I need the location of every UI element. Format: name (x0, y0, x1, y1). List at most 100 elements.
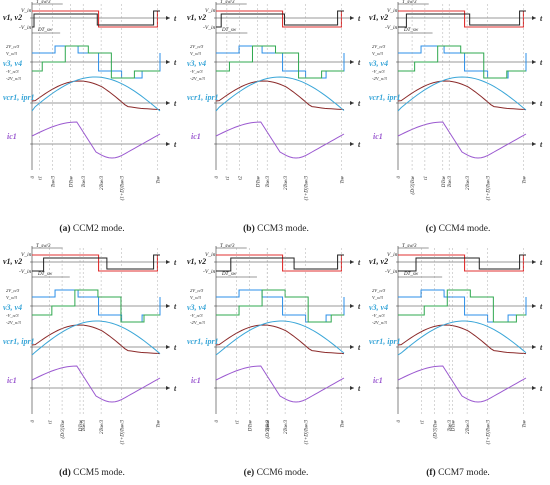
axis-t-label: t (358, 140, 361, 149)
axis-t-label: t (540, 384, 543, 393)
vcr-waveform (215, 320, 345, 356)
axis-arrow (532, 304, 536, 308)
axis-arrow (166, 142, 170, 146)
tick-label: Tsw (340, 175, 345, 183)
ipr-waveform (215, 324, 345, 355)
v1-v2-label: v1, v2 (369, 13, 388, 22)
axis-t-label: t (174, 384, 177, 393)
v3-v4-label: v3, v4 (369, 59, 388, 68)
v1-v2-label: v1, v2 (369, 257, 388, 266)
axis-arrow (166, 386, 170, 390)
vin-label: V_in (387, 8, 398, 14)
axis-arrow (350, 60, 354, 64)
caption-letter: (f) (426, 468, 436, 478)
ic1-label: ic1 (7, 376, 17, 385)
panel-ccm3: t t t t V_in -V_in T_sw/3 DT_sw v1, v2 2V_o/3 V_o/… (186, 0, 366, 238)
axis-t-label: t (540, 140, 543, 149)
axis-arrow (532, 386, 536, 390)
tick-label: Tsw/3 (82, 176, 87, 188)
vin-neg-label: -V_in (203, 25, 215, 31)
ic1-label: ic1 (373, 132, 383, 141)
tick-label: Tsw/3 (266, 176, 271, 188)
dt-label: DT_sw (403, 272, 419, 277)
tick-label: DTsw (257, 175, 262, 188)
caption-text: CCM5 mode. (73, 468, 125, 478)
level-label: 2V_o/3 (372, 288, 386, 293)
axis-arrow (532, 101, 536, 105)
axis-arrow (166, 304, 170, 308)
level-label: -V_o/3 (190, 313, 203, 318)
axis-arrow (532, 260, 536, 264)
level-label: -V_o/3 (190, 69, 203, 74)
v1-v2-label: v1, v2 (187, 257, 206, 266)
axis-t-label: t (540, 58, 543, 67)
v4-waveform (398, 45, 526, 79)
tick-label: 0 (215, 420, 220, 423)
v4-waveform (32, 45, 160, 79)
tick-label: Tsw (156, 175, 161, 183)
panel-ccm7: t t t t V_in -V_in T_sw/3 DT_sw v1, v2 2V_o/3 V_o/… (368, 244, 548, 482)
tick-label: 2Tsw/3 (466, 420, 471, 434)
axis-arrow (350, 101, 354, 105)
tick-label: (D/3)Tsw (61, 419, 66, 438)
ic1-waveform (31, 365, 161, 403)
caption-text: CCM3 mode. (257, 224, 309, 234)
ic1-label: ic1 (7, 132, 17, 141)
v1-v2-label: v1, v2 (3, 13, 22, 22)
ic1-label: ic1 (373, 376, 383, 385)
dt-label: DT_sw (37, 272, 53, 277)
waveform-diagram: t t t t V_in -V_in T_sw/3 DT_sw v1, v2 2V_o/3 V_o/… (187, 0, 361, 200)
level-label: V_o/3 (6, 51, 18, 56)
caption: (d) CCM5 mode. (2, 468, 182, 478)
axis-t-label: t (358, 302, 361, 311)
tick-label: Tsw (522, 175, 527, 183)
level-label: 2V_o/3 (190, 44, 204, 49)
level-label: -2V_o/3 (372, 76, 388, 81)
ic1-waveform (215, 365, 345, 403)
caption-text: CCM2 mode. (72, 224, 125, 234)
ipr-waveform (31, 80, 161, 111)
axis-t-label: t (358, 343, 361, 352)
tick-label: 0 (397, 420, 402, 423)
axis-arrow (532, 16, 536, 20)
caption-letter: (b) (243, 224, 255, 234)
axis-t-label: t (358, 99, 361, 108)
v3-waveform (398, 289, 527, 323)
v3-v4-label: v3, v4 (187, 303, 206, 312)
v1-v2-label: v1, v2 (3, 257, 22, 266)
tick-label: 2Tsw/3 (284, 420, 289, 434)
vcr-ipr-label: vcr1, ipr1 (3, 337, 35, 346)
vcr-waveform (31, 76, 161, 112)
vin-neg-label: -V_in (203, 269, 215, 275)
caption-text: CCM7 mode. (438, 468, 490, 478)
v3-v4-label: v3, v4 (187, 59, 206, 68)
v3-v4-label: v3, v4 (3, 303, 22, 312)
vin-label: V_in (21, 8, 32, 14)
level-label: 2V_o/3 (372, 44, 386, 49)
vin-neg-label: -V_in (19, 25, 31, 31)
axis-arrow (532, 142, 536, 146)
vcr-waveform (215, 76, 345, 112)
axis-t-label: t (174, 258, 177, 267)
caption-letter: (a) (59, 224, 71, 234)
axis-t-label: t (540, 302, 543, 311)
level-label: V_o/3 (190, 295, 202, 300)
tick-label: DTsw (79, 419, 84, 432)
caption: (c) CCM4 mode. (368, 224, 548, 234)
level-label: -V_o/3 (372, 313, 385, 318)
caption-letter: (c) (425, 224, 437, 234)
tick-label: (D/3)Tsw (411, 175, 416, 194)
panel-ccm4: t t t t V_in -V_in T_sw/3 DT_sw v1, v2 2V_o/3 V_o/… (368, 0, 548, 238)
axis-arrow (166, 345, 170, 349)
vin-label: V_in (387, 252, 398, 258)
tick-label: 2Tsw/3 (100, 176, 105, 190)
ts3-label: T_sw/3 (402, 0, 417, 5)
tick-label: 0 (31, 176, 36, 179)
tick-label: 0 (31, 420, 36, 423)
level-label: -V_o/3 (6, 69, 19, 74)
vcr-ipr-label: vcr1, ipr1 (187, 93, 219, 102)
axis-arrow (350, 345, 354, 349)
tick-label: 0 (215, 176, 220, 179)
tick-label: Tsw/3 (51, 176, 56, 188)
axis-arrow (350, 260, 354, 264)
